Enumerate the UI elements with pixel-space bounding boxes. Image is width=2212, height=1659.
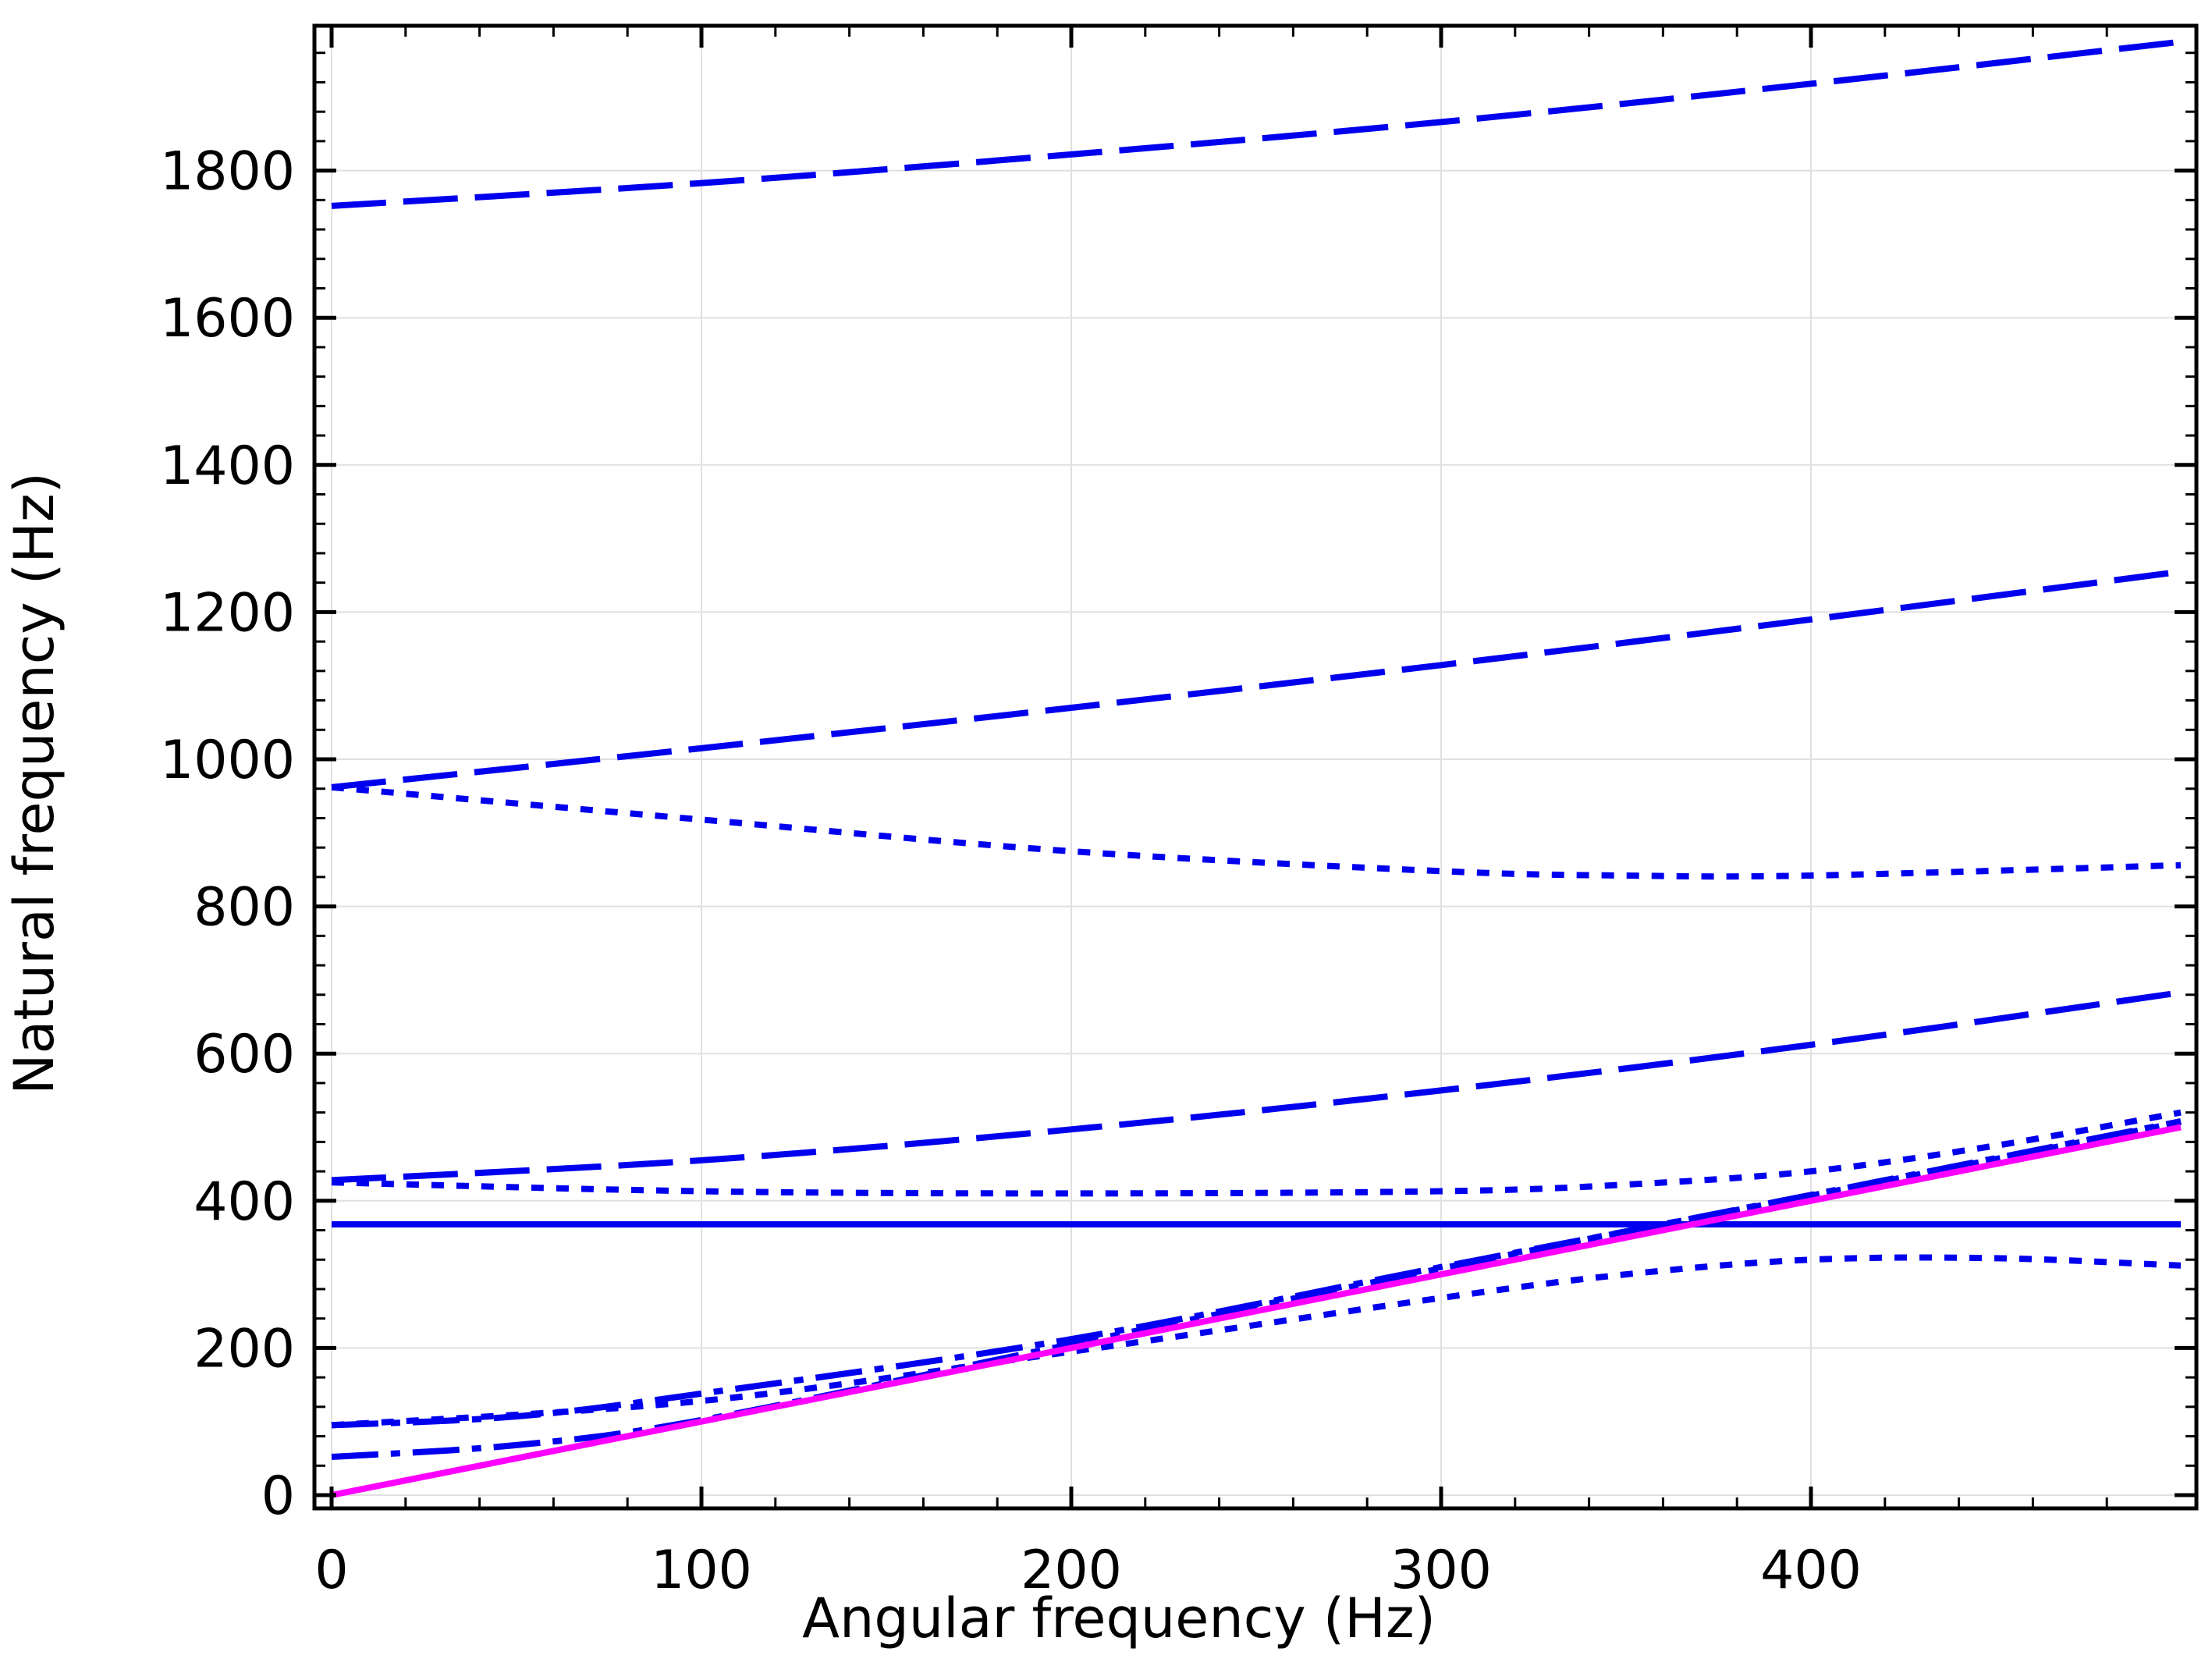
x-tick-label: 300 [1390, 1540, 1492, 1601]
x-tick-label: 100 [651, 1540, 752, 1601]
series-line-1 [331, 38, 2182, 209]
y-tick-label: 600 [194, 1024, 295, 1085]
series-line-10 [331, 1124, 2182, 1498]
x-tick-label: 200 [1021, 1540, 1122, 1601]
y-tick-label: 0 [261, 1465, 295, 1527]
x-axis-title: Angular frequency (Hz) [802, 1586, 1436, 1650]
series-line-4 [331, 989, 2182, 1184]
grid [314, 26, 2196, 1508]
axis-ticks: 0 100 200 300 400 0 200 400 600 800 1000 1200 1400 16… [160, 26, 2196, 1601]
plot-series [331, 38, 2182, 1498]
y-tick-label: 1600 [160, 288, 295, 350]
y-tick-label: 400 [194, 1171, 295, 1233]
y-tick-label: 1200 [160, 582, 295, 644]
y-tick-label: 1400 [160, 435, 295, 497]
series-line-9 [331, 1118, 2182, 1460]
x-tick-label: 0 [314, 1540, 348, 1601]
y-tick-label: 1000 [160, 730, 295, 791]
x-tick-label: 400 [1760, 1540, 1862, 1601]
y-tick-label: 200 [194, 1318, 295, 1380]
series-line-5 [331, 1109, 2182, 1197]
series-line-3 [331, 783, 2182, 880]
y-axis-title: Natural frequency (Hz) [2, 472, 66, 1095]
plot-frame [312, 23, 2199, 1511]
y-tick-label: 1800 [160, 141, 295, 203]
y-tick-label: 800 [194, 877, 295, 939]
series-line-2 [331, 568, 2182, 790]
